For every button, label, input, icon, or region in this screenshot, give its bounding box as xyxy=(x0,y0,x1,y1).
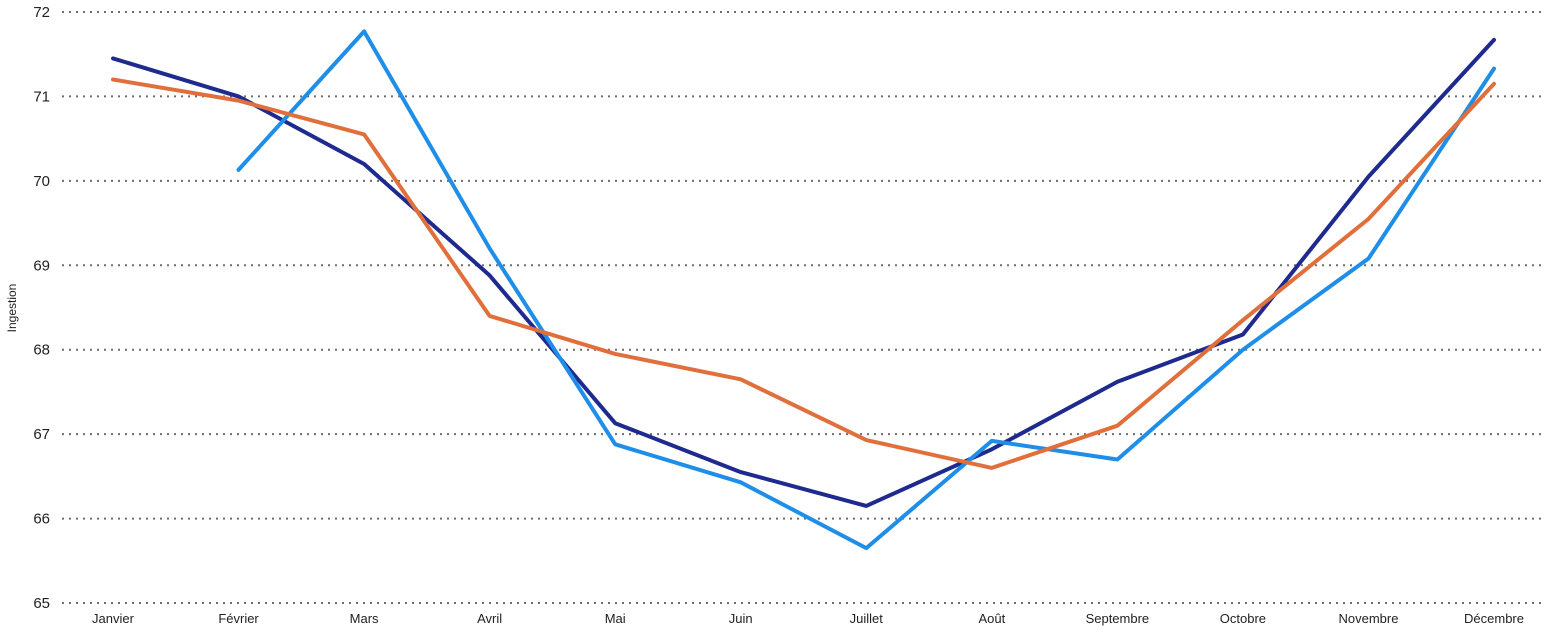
series-lines xyxy=(111,29,1496,551)
x-tick-label: Janvier xyxy=(92,611,135,626)
y-tick-label: 67 xyxy=(33,426,50,443)
y-tick-label: 69 xyxy=(33,257,50,274)
series-line-3 xyxy=(111,77,1496,470)
y-axis-ticks: 65 66 67 68 69 70 71 72 xyxy=(33,4,50,612)
x-tick-label: Mars xyxy=(350,611,379,626)
y-tick-label: 66 xyxy=(33,511,50,528)
y-tick-label: 70 xyxy=(33,173,50,190)
y-axis-label: Ingestion xyxy=(5,284,19,333)
series-line-2 xyxy=(236,29,1496,551)
series-line-1 xyxy=(111,37,1496,508)
x-tick-label: Août xyxy=(978,611,1005,626)
x-tick-label: Mai xyxy=(605,611,626,626)
x-tick-label: Février xyxy=(218,611,259,626)
x-tick-label: Décembre xyxy=(1464,611,1524,626)
y-tick-label: 65 xyxy=(33,595,50,612)
x-tick-label: Octobre xyxy=(1220,611,1266,626)
y-tick-label: 68 xyxy=(33,342,50,359)
x-tick-label: Novembre xyxy=(1338,611,1398,626)
x-tick-label: Avril xyxy=(477,611,502,626)
x-tick-label: Juin xyxy=(729,611,753,626)
x-tick-label: Septembre xyxy=(1086,611,1150,626)
y-tick-label: 72 xyxy=(33,4,50,21)
y-tick-label: 71 xyxy=(33,88,50,105)
x-axis-ticks: Janvier Février Mars Avril Mai Juin Juillet Aoû… xyxy=(92,611,1524,626)
x-tick-label: Juillet xyxy=(850,611,884,626)
